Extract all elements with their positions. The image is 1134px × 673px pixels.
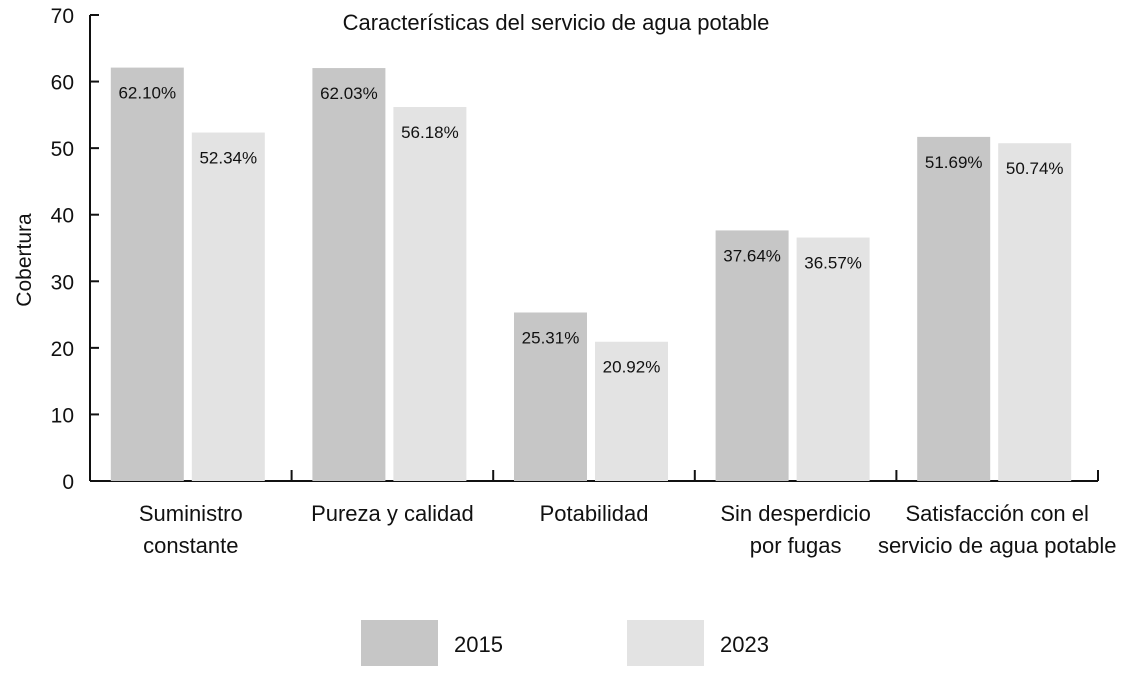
- bar-2015-2: [312, 68, 386, 481]
- y-tick-label: 40: [51, 205, 74, 228]
- x-category-label-line: Sin desperdicio: [720, 501, 870, 526]
- x-category-label: Satisfacción con el servicio de agua pota…: [878, 501, 1117, 558]
- bar-2015-3: [514, 312, 587, 481]
- y-tick-label: 70: [51, 5, 74, 28]
- bar-2023-3: [595, 341, 668, 481]
- x-category-label-line: constante: [143, 533, 238, 558]
- legend-label-2023: 2023: [720, 632, 769, 657]
- bar-2015-1: [110, 67, 184, 481]
- legend: 2015 2023: [361, 620, 769, 666]
- x-category-label-line: Satisfacción con el: [905, 501, 1088, 526]
- data-label: 37.64%: [723, 246, 781, 265]
- axes: 0 10 20 30 40 50 60 70 Suministro constante Pureza…: [51, 5, 1117, 558]
- bars: 62.10% 52.34% 62.03% 56.18% 25.31% 20.92% 37.6…: [110, 67, 1072, 482]
- x-category-label: Pureza y calidad: [311, 501, 474, 526]
- y-tick-label: 10: [51, 404, 74, 427]
- bar-2023-4: [796, 237, 870, 481]
- data-label: 51.69%: [925, 153, 983, 172]
- x-category-label-line: por fugas: [750, 533, 842, 558]
- y-tick-label: 60: [51, 72, 74, 95]
- y-axis-title: Cobertura: [13, 213, 36, 307]
- data-label: 62.03%: [320, 84, 378, 103]
- x-category-label-line: Pureza y calidad: [311, 501, 474, 526]
- bar-2015-4: [715, 230, 789, 481]
- data-label: 20.92%: [603, 358, 661, 377]
- y-tick-label: 30: [51, 271, 74, 294]
- x-category-label-line: servicio de agua potable: [878, 533, 1117, 558]
- y-tick-label: 50: [51, 138, 74, 161]
- y-tick-label: 0: [62, 471, 74, 494]
- bar-2023-1: [191, 132, 265, 482]
- x-category-label: Potabilidad: [540, 501, 649, 526]
- chart-title: Características del servicio de agua pot…: [343, 10, 770, 35]
- data-label: 50.74%: [1006, 159, 1064, 178]
- data-label: 52.34%: [199, 149, 257, 168]
- legend-swatch-2023: [627, 620, 704, 666]
- x-category-label-line: Potabilidad: [540, 501, 649, 526]
- x-category-label-line: Suministro: [139, 501, 243, 526]
- bar-2023-2: [393, 107, 467, 482]
- legend-swatch-2015: [361, 620, 438, 666]
- data-label: 56.18%: [401, 123, 459, 142]
- y-tick-label: 20: [51, 338, 74, 361]
- legend-label-2015: 2015: [454, 632, 503, 657]
- data-label: 25.31%: [522, 329, 580, 348]
- bar-2015-5: [917, 136, 991, 482]
- x-category-label: Sin desperdicio por fugas: [720, 501, 870, 558]
- bar-2023-5: [998, 143, 1072, 482]
- data-label: 62.10%: [118, 84, 176, 103]
- data-label: 36.57%: [804, 254, 862, 273]
- x-category-label: Suministro constante: [139, 501, 243, 558]
